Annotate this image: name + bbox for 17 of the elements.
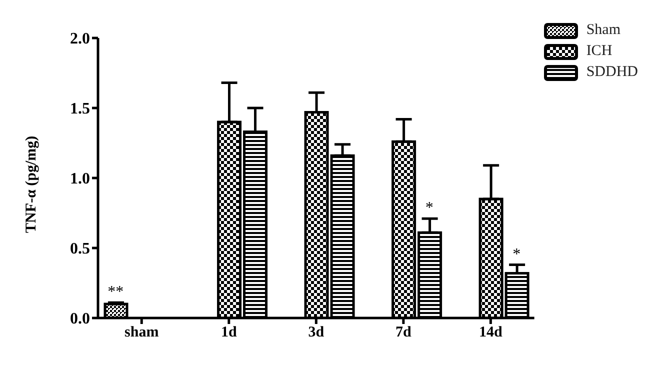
x-tick-label: 1d [220,324,238,341]
x-tick-label: sham [124,324,160,341]
y-tick-label: 0.0 [70,310,90,328]
legend-label: SDDHD [586,64,638,81]
y-tick-label: 1.0 [70,170,90,188]
y-tick-label: 0.5 [70,240,90,258]
y-axis-title: TNF-α (pg/mg) [23,136,40,233]
data-label: ** [108,284,124,301]
x-tick-label: 3d [308,324,325,341]
x-tick-label: 14d [479,324,504,341]
data-label: * [512,246,521,263]
y-tick-label: 1.5 [70,100,90,118]
y-tick-label: 2.0 [70,30,90,48]
x-tick-label: 7d [395,324,412,341]
data-label: * [425,200,434,217]
legend-label: Sham [586,22,620,39]
legend-label: ICH [586,43,612,60]
